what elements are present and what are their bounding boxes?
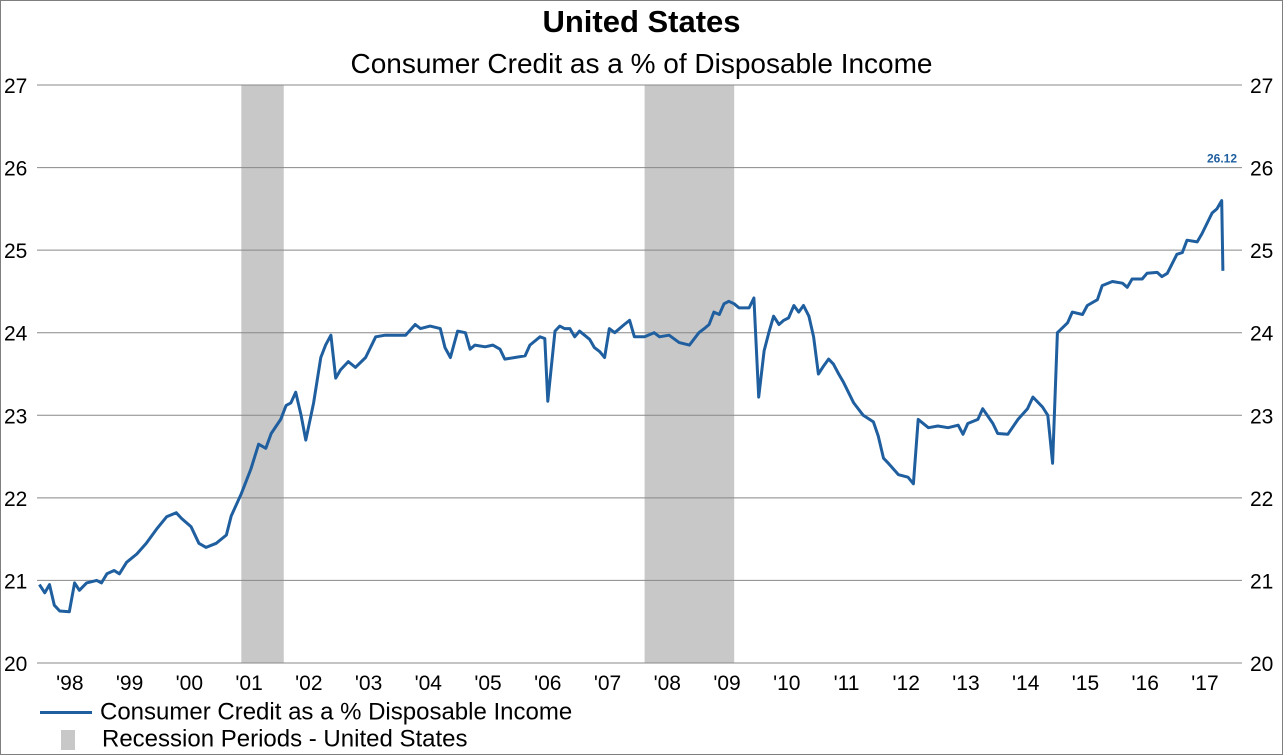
x-tick-label: '00: [176, 672, 203, 695]
y-tick-right-label: 26: [1250, 158, 1273, 181]
x-tick-label: '03: [355, 672, 382, 695]
series-layer: 26.12: [38, 152, 1237, 614]
legend-item-series: Consumer Credit as a % Disposable Income: [40, 698, 572, 726]
legend-label-recession: Recession Periods - United States: [102, 725, 468, 753]
y-tick-left-label: 24: [4, 323, 28, 346]
y-tick-right-label: 27: [1250, 75, 1273, 98]
y-tick-right-label: 22: [1250, 488, 1273, 511]
x-tick-label: '01: [235, 672, 262, 695]
chart-subtitle: Consumer Credit as a % of Disposable Inc…: [350, 48, 933, 79]
x-tick-label: '16: [1132, 672, 1159, 695]
chart-title: United States: [542, 4, 741, 39]
x-tick-label: '08: [654, 672, 681, 695]
y-axis-right: 20 21 22 23 24 25 26 27: [1250, 75, 1274, 676]
y-tick-left-label: 22: [4, 488, 27, 511]
y-tick-right-label: 20: [1250, 653, 1273, 676]
x-tick-label: '07: [594, 672, 621, 695]
y-axis-left: 20 21 22 23 24 25 26 27: [4, 75, 28, 676]
x-tick-label: '09: [713, 672, 740, 695]
y-tick-right-label: 25: [1250, 240, 1273, 263]
x-tick-label: '05: [474, 672, 501, 695]
x-tick-label: '14: [1012, 672, 1040, 695]
y-tick-left-label: 27: [4, 75, 27, 98]
y-tick-right-label: 21: [1250, 570, 1273, 593]
y-tick-left-label: 21: [4, 570, 27, 593]
recession-band-0: [241, 85, 284, 663]
x-tick-label: '15: [1072, 672, 1099, 695]
last-value-label: 26.12: [1207, 152, 1237, 166]
recession-band-1: [644, 85, 735, 663]
x-tick-label: '02: [295, 672, 322, 695]
series-line-0: [38, 199, 1225, 614]
y-tick-right-label: 24: [1250, 323, 1274, 346]
y-tick-left-label: 23: [4, 405, 27, 428]
x-tick-label: '13: [952, 672, 979, 695]
legend-box-swatch: [61, 729, 75, 750]
y-tick-left-label: 20: [4, 653, 27, 676]
y-tick-left-label: 26: [4, 158, 27, 181]
x-tick-label: '17: [1191, 672, 1218, 695]
x-tick-label: '06: [534, 672, 561, 695]
x-tick-label: '99: [116, 672, 143, 695]
x-axis: '98 '99 '00 '01 '02 '03 '04 '05 '06 '07 '08 '09 '10 '…: [56, 672, 1218, 695]
recession-layer: [241, 85, 735, 663]
x-tick-label: '10: [773, 672, 800, 695]
x-tick-label: '12: [893, 672, 920, 695]
x-tick-label: '11: [834, 672, 860, 695]
legend-item-recession: Recession Periods - United States: [40, 725, 468, 753]
legend-label-series: Consumer Credit as a % Disposable Income: [100, 698, 573, 726]
x-tick-label: '98: [56, 672, 83, 695]
y-tick-right-label: 23: [1250, 405, 1273, 428]
y-tick-left-label: 25: [4, 240, 27, 263]
gridlines: [37, 84, 1242, 664]
x-tick-label: '04: [415, 672, 443, 695]
legend-line-swatch: [40, 711, 92, 715]
